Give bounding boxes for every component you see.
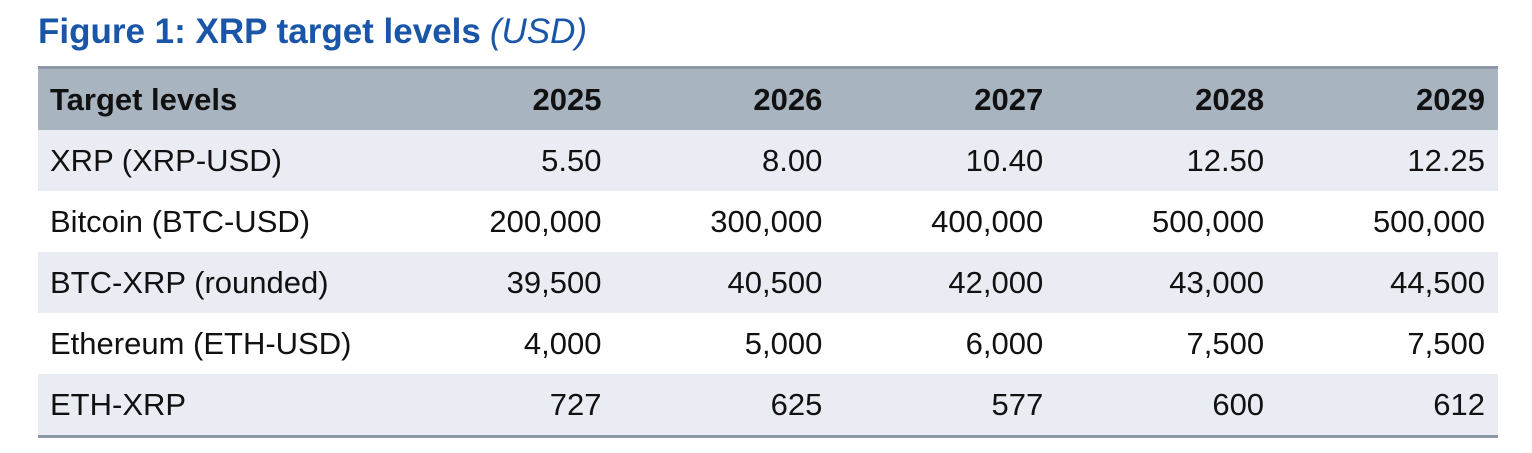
table-cell: 12.50: [1186, 142, 1265, 178]
header-cell-2029: 2029: [1277, 66, 1498, 130]
row-label: XRP (XRP-USD): [50, 142, 282, 178]
row-label: Bitcoin (BTC-USD): [50, 203, 311, 239]
table-cell: 44,500: [1390, 264, 1485, 300]
table-body: XRP (XRP-USD) 5.50 8.00 10.40 12.50 12.2…: [38, 130, 1498, 438]
figure-title-text: Figure 1: XRP target levels: [38, 12, 481, 51]
figure-title: Figure 1: XRP target levels (USD): [38, 8, 587, 56]
table-cell: 612: [1277, 374, 1498, 438]
table-cell: 300,000: [710, 203, 823, 239]
row-label: ETH-XRP: [38, 374, 394, 438]
header-cell-2028: 2028: [1056, 66, 1278, 130]
table-cell: 7,500: [1407, 325, 1485, 361]
target-levels-table: Target levels 2025 2026 2027 2028 2029 X…: [38, 66, 1498, 438]
table-row-eth-xrp: ETH-XRP 727 625 577 600 612: [38, 374, 1498, 438]
table-cell: 400,000: [931, 203, 1044, 239]
table-cell: 42,000: [948, 264, 1044, 300]
table-header: Target levels 2025 2026 2027 2028 2029: [38, 66, 1498, 130]
table-cell: 625: [614, 374, 836, 438]
table-cell: 40,500: [727, 264, 823, 300]
row-label: Ethereum (ETH-USD): [50, 325, 352, 361]
figure-title-unit: (USD): [489, 12, 588, 51]
table-cell: 8.00: [762, 142, 823, 178]
table-row-btc-xrp: BTC-XRP (rounded) 39,500 40,500 42,000 4…: [38, 252, 1498, 313]
table-cell: 5.50: [541, 142, 602, 178]
row-label: BTC-XRP (rounded): [50, 264, 329, 300]
header-cell-target-levels: Target levels: [38, 66, 394, 130]
table-cell: 7,500: [1186, 325, 1265, 361]
table-cell: 6,000: [965, 325, 1044, 361]
header-cell-2026: 2026: [614, 66, 836, 130]
table-cell: 500,000: [1152, 203, 1265, 239]
table-cell: 577: [835, 374, 1057, 438]
table-cell: 4,000: [523, 325, 602, 361]
table-cell: 200,000: [489, 203, 602, 239]
table-cell: 500,000: [1372, 203, 1485, 239]
table-cell: 727: [393, 374, 615, 438]
table-cell: 12.25: [1407, 142, 1485, 178]
header-cell-2027: 2027: [835, 66, 1057, 130]
table-row-btc-usd: Bitcoin (BTC-USD) 200,000 300,000 400,00…: [38, 191, 1498, 252]
table-cell: 600: [1056, 374, 1278, 438]
table-row-xrp-usd: XRP (XRP-USD) 5.50 8.00 10.40 12.50 12.2…: [38, 130, 1498, 191]
header-cell-2025: 2025: [393, 66, 615, 130]
table-cell: 39,500: [506, 264, 602, 300]
header-row: Target levels 2025 2026 2027 2028 2029: [38, 66, 1498, 130]
table-row-eth-usd: Ethereum (ETH-USD) 4,000 5,000 6,000 7,5…: [38, 313, 1498, 374]
table-cell: 5,000: [744, 325, 823, 361]
table-cell: 10.40: [965, 142, 1044, 178]
table-cell: 43,000: [1169, 264, 1265, 300]
